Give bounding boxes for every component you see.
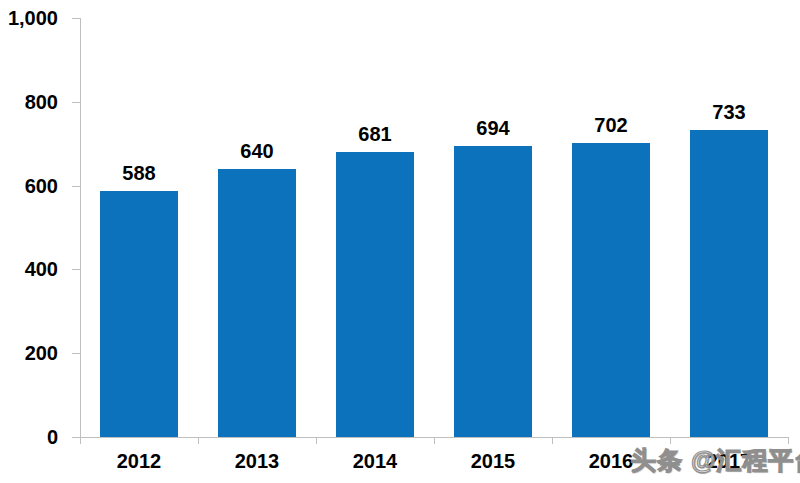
plot-area: 588 640 681 694 702 733: [80, 18, 788, 437]
x-axis-tick: [434, 438, 435, 444]
y-axis-tick-label: 1,000: [0, 7, 60, 30]
x-axis-label-2014: 2014: [353, 450, 398, 473]
bar-2016: [572, 143, 650, 437]
bar-value-label: 588: [122, 162, 155, 185]
x-axis-tick: [316, 438, 317, 444]
x-axis-label-2015: 2015: [471, 450, 516, 473]
x-axis-label-2016: 2016: [589, 450, 634, 473]
bar-2013: [218, 169, 296, 437]
y-axis-tick: [72, 18, 80, 19]
bar-value-label: 640: [240, 140, 273, 163]
bar-2015: [454, 146, 532, 437]
x-axis-tick: [198, 438, 199, 444]
y-axis-tick-label: 400: [0, 258, 60, 281]
y-axis-tick-label: 0: [0, 426, 60, 449]
y-axis-tick-label: 800: [0, 90, 60, 113]
bar-2012: [100, 191, 178, 437]
y-axis-tick: [72, 353, 80, 354]
x-axis-label-2012: 2012: [117, 450, 162, 473]
y-axis-tick: [72, 102, 80, 103]
bar-value-label: 694: [476, 117, 509, 140]
bar-2017: [690, 130, 768, 437]
y-axis-tick-label: 200: [0, 342, 60, 365]
bar-chart-canvas: 0 200 400 600 800 1,000 588 640 681 694 702 733 20…: [0, 0, 800, 483]
bar-value-label: 733: [712, 101, 745, 124]
x-axis-tick: [552, 438, 553, 444]
y-axis-tick-label: 600: [0, 174, 60, 197]
x-axis-tick: [80, 438, 81, 444]
bar-value-label: 681: [358, 123, 391, 146]
bar-2014: [336, 152, 414, 437]
x-axis-label-2013: 2013: [235, 450, 280, 473]
y-axis-tick: [72, 186, 80, 187]
bar-value-label: 702: [594, 114, 627, 137]
y-axis-tick: [72, 269, 80, 270]
y-axis-tick: [72, 437, 80, 438]
watermark: 头条 @汇程平台: [631, 444, 800, 477]
